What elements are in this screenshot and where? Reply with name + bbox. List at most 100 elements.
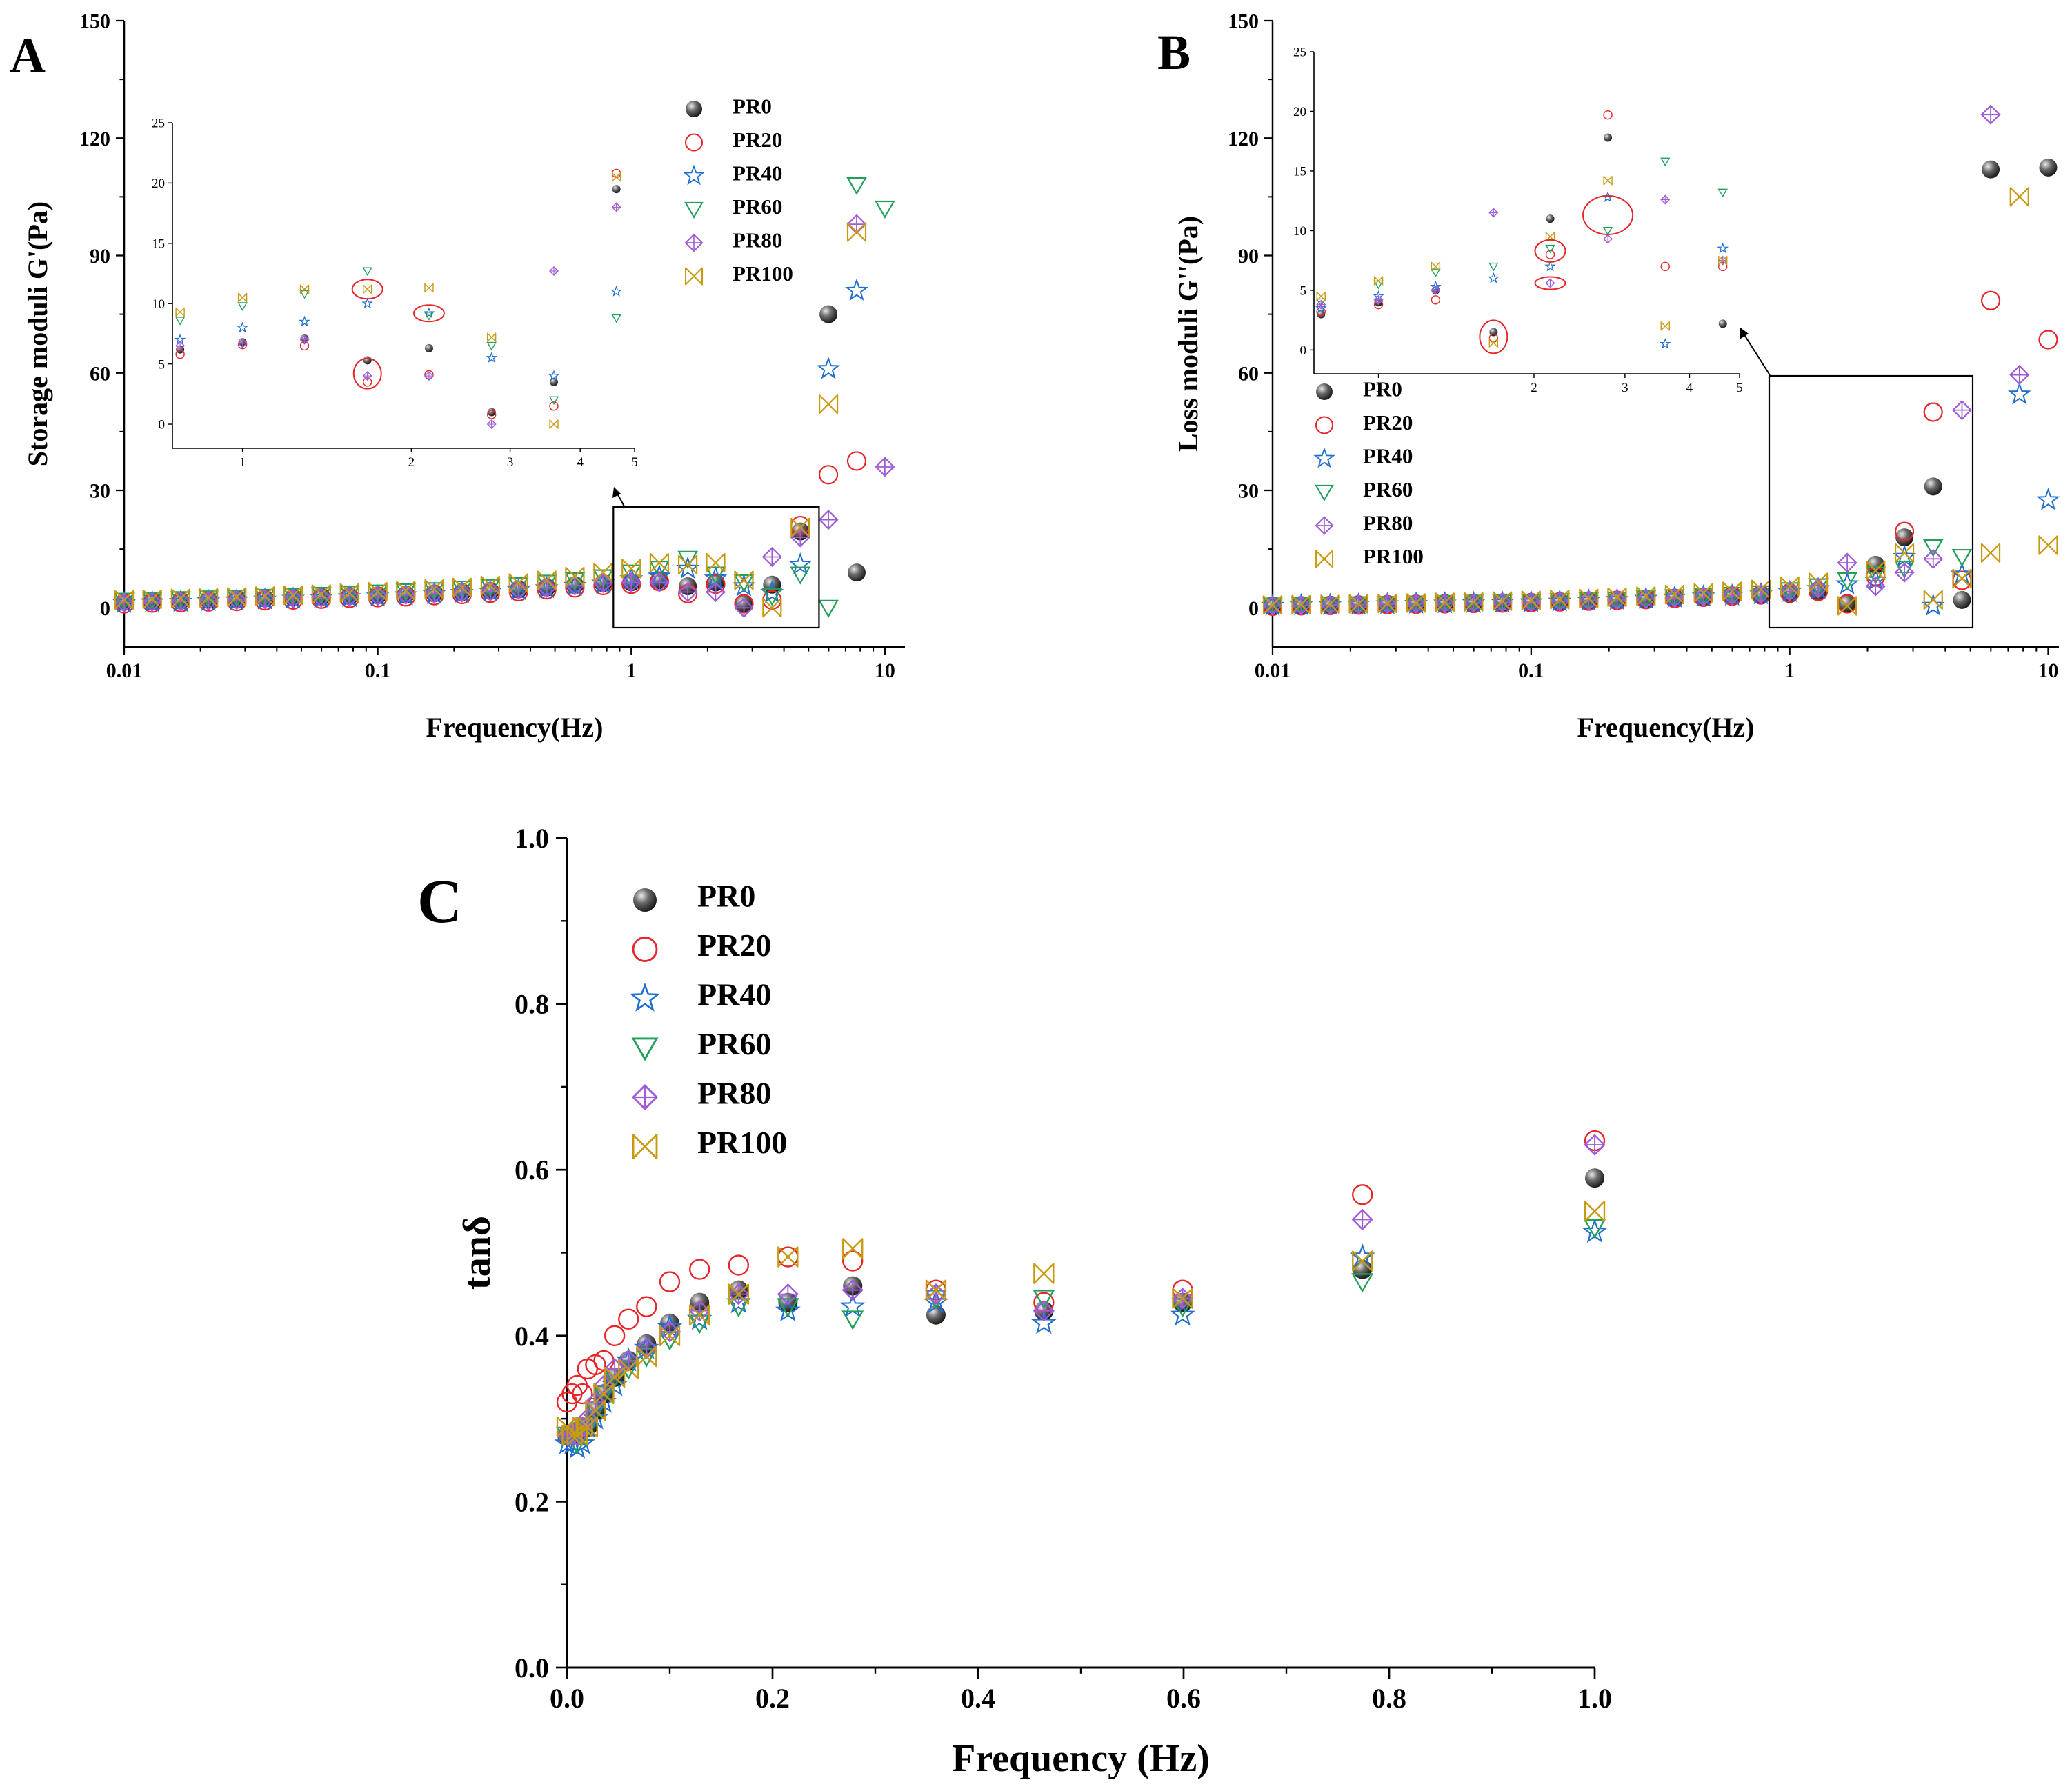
- panel-c-point-pr60: [1351, 1273, 1374, 1293]
- panel-b-point-pr100: [1722, 581, 1742, 601]
- panel-a-point-pr80: [733, 597, 755, 618]
- panel-c-point-pr100: [556, 1416, 578, 1438]
- panel-c-point-pr100: [1033, 1263, 1055, 1284]
- panel-a-point-pr80: [677, 581, 698, 603]
- panel-a-point-pr100: [508, 573, 528, 593]
- panel-c-point-pr80: [1584, 1134, 1606, 1156]
- panel-b-point-pr100: [1894, 543, 1915, 563]
- panel-c-point-pr80: [635, 1337, 658, 1359]
- panel-a-point-pr100: [480, 575, 500, 596]
- panel-a-point-pr100: [368, 581, 388, 602]
- panel-b-point-pr100: [1923, 590, 1943, 610]
- panel-b-point-pr100: [1291, 594, 1311, 614]
- panel-b-point-pr80: [1894, 562, 1915, 583]
- panel-a-point-pr80: [255, 589, 275, 610]
- panel-a-point-pr100: [593, 563, 613, 583]
- panel-a-point-pr100: [170, 588, 190, 608]
- panel-a-point-pr100: [283, 585, 303, 606]
- panel-c-label: C: [417, 868, 462, 936]
- panel-b-inset-point-pr60: [1717, 188, 1728, 198]
- panel-c-points: [554, 1130, 1608, 1459]
- panel-b-inset-point-pr80: [1431, 285, 1441, 295]
- panel-a-x-tick-label: 0.01: [106, 659, 143, 682]
- panel-a-inset-y-tick-label: 20: [152, 177, 165, 191]
- panel-a-point-pr20: [846, 451, 867, 471]
- panel-a-inset-point-pr80: [175, 341, 186, 351]
- panel-b-point-pr60: [1837, 572, 1858, 591]
- panel-b-point-pr80: [1521, 592, 1542, 612]
- panel-b-point-pr80: [1492, 592, 1513, 613]
- panel-a-point-pr100: [621, 559, 641, 579]
- panel-a-point-pr40: [845, 278, 868, 301]
- panel-b-inset-point-pr100: [1545, 232, 1555, 241]
- panel-b-point-pr80: [1664, 588, 1685, 608]
- panel-b-inset-highlight-ellipse: [1534, 239, 1566, 263]
- panel-b-point-pr80: [1578, 590, 1599, 611]
- panel-b-zoom-arrow: [1743, 333, 1771, 376]
- panel-a-y-tick-label: 60: [90, 362, 110, 385]
- panel-b-inset: 0 5 10 15 20 25 1 2 3 4 5: [1293, 46, 1743, 396]
- panel-a-point-pr80: [621, 572, 641, 592]
- panel-b-point-pr100: [1780, 576, 1800, 597]
- panel-a-legend-marker-pr80: [684, 233, 704, 252]
- panel-a-inset-points: [174, 168, 623, 430]
- panel-a-inset-x-tick-label: 4: [577, 455, 584, 470]
- panel-a-point-pr60: [705, 566, 726, 585]
- panel-c-legend-label-pr0: PR0: [697, 878, 755, 913]
- panel-c-point-pr80: [1351, 1208, 1373, 1231]
- panel-a-point-pr100: [199, 588, 219, 608]
- panel-b-point-pr80: [1635, 589, 1656, 610]
- panel-b-y-tick-label: 120: [1228, 128, 1259, 150]
- panel-c-x-tick-label: 0.8: [1372, 1683, 1406, 1714]
- panel-c-point-pr100: [1352, 1250, 1373, 1272]
- panel-c-y-axis-title: tanδ: [456, 1216, 499, 1290]
- panel-b-inset-point-pr60: [1602, 226, 1613, 236]
- panel-c-point-pr0: [1353, 1259, 1373, 1279]
- panel-b-inset-point-pr80: [1660, 194, 1671, 205]
- panel-b-point-pr80: [1923, 548, 1944, 569]
- panel-a-inset-point-pr100: [363, 284, 372, 294]
- panel-a-inset-point-pr40: [237, 321, 248, 333]
- panel-a-inset-x-tick-label: 5: [631, 455, 638, 470]
- panel-b-inset-point-pr60: [1545, 244, 1555, 254]
- panel-b-point-pr100: [2038, 535, 2058, 555]
- panel-b-inset-point-pr100: [1373, 276, 1384, 286]
- panel-a-inset-point-pr80: [549, 266, 559, 277]
- panel-a-inset-point-pr60: [175, 317, 186, 326]
- panel-b-inset-point-pr80: [1373, 294, 1384, 305]
- panel-a-point-pr40: [816, 357, 841, 379]
- panel-b-point-pr100: [1521, 590, 1541, 610]
- panel-c-point-pr100: [585, 1399, 606, 1421]
- panel-a-point-pr100: [142, 589, 162, 609]
- panel-a-inset-point-pr80: [424, 371, 434, 381]
- panel-a-inset-y-tick-label: 15: [152, 237, 165, 251]
- panel-b-inset-point-pr40: [1544, 260, 1556, 272]
- panel-a-point-pr40: [788, 552, 813, 575]
- panel-a-point-pr60: [790, 566, 811, 585]
- panel-a-inset-point-pr0: [612, 185, 621, 194]
- panel-b-zoom-box: [1768, 374, 1974, 629]
- panel-c-legend-marker-pr40: [629, 982, 661, 1012]
- panel-b-y-axis-title: Loss moduli G''(Pa): [1173, 216, 1204, 452]
- panel-b-inset-point-pr0: [1718, 319, 1727, 328]
- panel-c-y-tick-label: 0.2: [515, 1486, 549, 1517]
- panel-a-inset-point-pr60: [548, 396, 559, 406]
- panel-b-point-pr0: [2039, 158, 2058, 177]
- panel-b-point-pr80: [1435, 593, 1455, 614]
- panel-b-point-pr80: [1865, 576, 1886, 597]
- panel-c-point-pr100: [604, 1366, 626, 1388]
- panel-c-point-pr100: [777, 1246, 799, 1268]
- panel-c-point-pr100: [1584, 1201, 1606, 1222]
- panel-c-point-pr80: [925, 1283, 947, 1305]
- panel-b-point-pr80: [1980, 104, 2001, 125]
- panel-c-point-pr100: [728, 1283, 750, 1305]
- panel-c-legend-label-pr80: PR80: [697, 1075, 771, 1110]
- panel-b-y-tick-label: 60: [1238, 362, 1259, 385]
- panel-a-x-axis-title: Frequency(Hz): [426, 712, 604, 743]
- panel-a-point-pr60: [339, 586, 360, 604]
- panel-a-inset-point-pr100: [299, 284, 310, 294]
- panel-b-point-pr60: [1922, 539, 1944, 557]
- panel-c-legend: PR0 PR20 PR40 PR60 PR80 PR100: [629, 878, 787, 1160]
- panel-b-point-pr80: [1951, 400, 1973, 421]
- panel-a-point-pr60: [649, 560, 670, 579]
